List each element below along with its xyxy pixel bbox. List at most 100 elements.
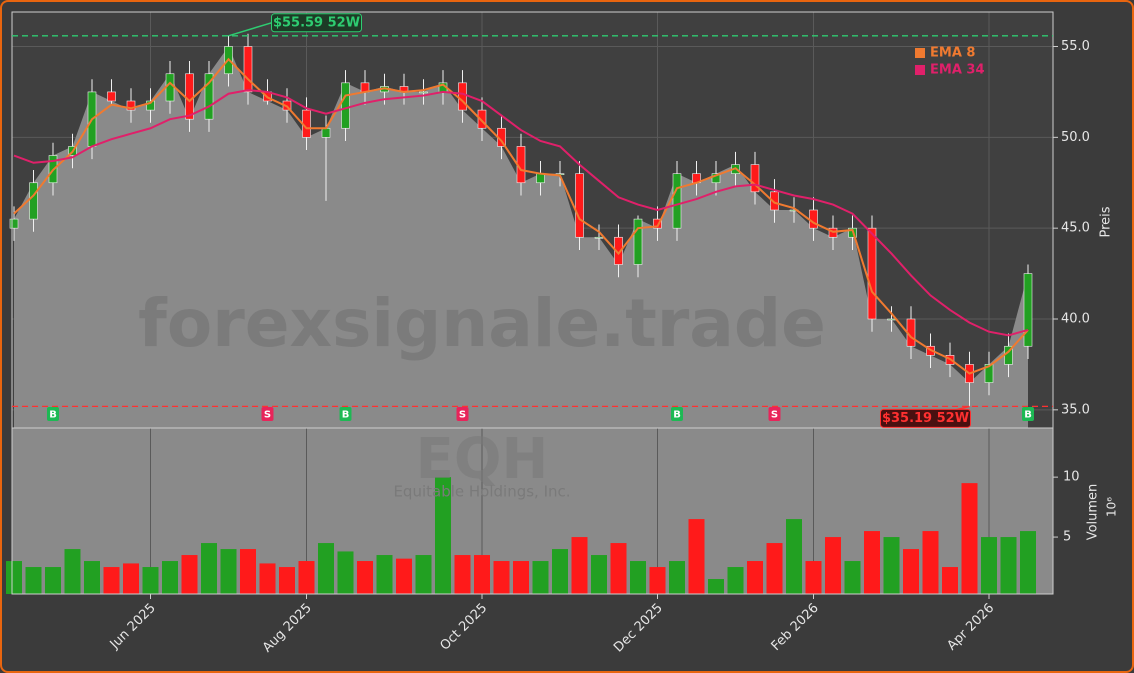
axes-frame <box>11 11 1054 595</box>
candle-body <box>29 182 38 220</box>
volume-bar <box>454 555 471 594</box>
annotation-arrow <box>228 22 272 37</box>
candle-body <box>672 173 682 229</box>
volume-bar <box>45 567 61 594</box>
signal-badge <box>261 407 274 421</box>
volume-bar <box>786 519 802 594</box>
volume-bar <box>474 555 490 594</box>
candle-body <box>750 164 760 193</box>
volume-bar <box>610 543 627 594</box>
volume-bar <box>571 537 588 594</box>
candle-body <box>477 109 487 129</box>
volume-bar <box>415 555 432 594</box>
y-tick-label: 55.0 <box>1061 39 1090 54</box>
signal-label: B <box>1024 410 1032 421</box>
candle-body <box>711 173 721 184</box>
volume-bar <box>766 543 783 594</box>
ema-line <box>13 57 1029 375</box>
volume-tick-label: 5 <box>1063 530 1071 545</box>
candle-body <box>185 73 194 120</box>
candle-body <box>536 173 545 184</box>
annotation-label: $55.59 52W <box>273 15 360 30</box>
volume-bar <box>279 567 295 594</box>
y-tick-label: 50.0 <box>1061 130 1090 145</box>
volume-bar <box>318 543 334 594</box>
signal-badge <box>339 407 352 421</box>
candle-body <box>614 236 623 265</box>
volume-bar <box>591 555 607 594</box>
candle-body <box>419 91 428 94</box>
volume-tick-label: 10 <box>1063 470 1080 485</box>
volume-bar <box>825 537 841 594</box>
volume-bar <box>942 567 958 594</box>
volume-bar <box>142 567 159 594</box>
volume-bar <box>669 561 685 594</box>
legend-swatch <box>915 65 925 75</box>
volume-bar <box>337 551 354 594</box>
volume-bar <box>123 563 139 594</box>
watermark: forexsignale.trade <box>138 285 826 362</box>
candle-body <box>458 82 467 111</box>
volume-bar <box>727 567 744 594</box>
volume-bar <box>922 531 939 594</box>
volume-bar <box>844 561 861 594</box>
volume-exponent: 10⁶ <box>1105 497 1119 517</box>
volume-bar <box>649 567 666 594</box>
volume-bar <box>513 561 529 594</box>
candle-body <box>809 209 818 229</box>
signal-label: B <box>49 410 57 421</box>
volume-bar <box>630 561 646 594</box>
annotation-label: $35.19 52W <box>882 411 969 426</box>
signal-label: B <box>673 410 681 421</box>
volume-bar <box>435 477 451 594</box>
x-tick-label: Feb 2026 <box>769 601 822 654</box>
candle-body <box>653 218 662 229</box>
candle-body <box>341 82 350 129</box>
x-tick-label: Aug 2025 <box>260 601 315 656</box>
legend-swatch <box>915 48 925 58</box>
volume-bar <box>903 549 919 594</box>
candle-body <box>770 191 779 211</box>
signal-label: S <box>264 410 271 421</box>
x-tick-label: Apr 2026 <box>944 601 997 654</box>
candle-body <box>1023 273 1033 347</box>
volume-bar <box>181 555 198 594</box>
candle-body <box>633 218 643 265</box>
y-tick-label: 40.0 <box>1061 312 1090 327</box>
volume-bar <box>688 519 705 594</box>
y-tick-label: 45.0 <box>1061 221 1090 236</box>
volume-bar <box>25 567 42 594</box>
candle-body <box>887 318 896 321</box>
candle-body <box>107 91 116 102</box>
x-tick-label: Jun 2025 <box>107 601 159 653</box>
candle-body <box>165 73 175 102</box>
volume-bar <box>220 549 237 594</box>
candle-body <box>204 73 214 120</box>
candle-body <box>575 173 584 238</box>
annotation-box <box>880 408 971 428</box>
volume-bar <box>162 561 178 594</box>
legend-label: EMA 34 <box>930 63 985 78</box>
volume-bar <box>84 561 100 594</box>
volume-axis-label: Volumen <box>1086 484 1101 541</box>
volume-bar <box>201 543 217 594</box>
volume-bar <box>1020 531 1036 594</box>
volume-bar <box>357 561 373 594</box>
candle-body <box>321 127 331 138</box>
ema-line <box>13 89 1029 337</box>
signal-label: S <box>459 410 466 421</box>
signal-badge <box>768 407 781 421</box>
volume-bar <box>103 567 120 594</box>
volume-bar <box>493 561 510 594</box>
volume-bar <box>747 561 763 594</box>
signal-label: B <box>342 410 350 421</box>
candle-body <box>984 364 994 383</box>
volume-bar <box>1000 537 1017 594</box>
volume-bar <box>376 555 393 594</box>
signal-badge <box>47 407 59 421</box>
symbol: EQH <box>416 427 549 492</box>
candle-body <box>126 100 136 111</box>
volume-bar <box>981 537 997 594</box>
candle-body <box>243 46 253 93</box>
